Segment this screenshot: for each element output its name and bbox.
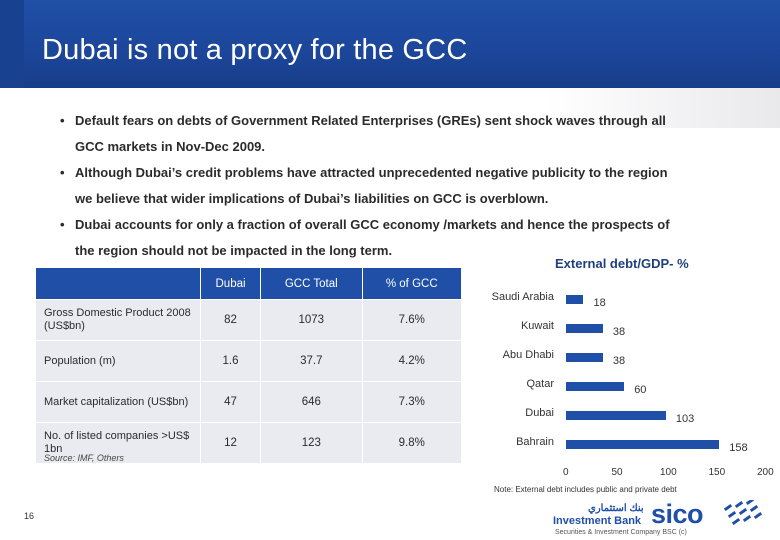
- chart-note: Note: External debt includes public and …: [494, 485, 677, 494]
- data-label: 158: [729, 442, 748, 454]
- bar: [566, 440, 720, 449]
- logo-footer-text: Securities & Investment Company BSC (c): [555, 529, 687, 536]
- header-cell-blank: [36, 268, 201, 299]
- chart-title: External debt/GDP- %: [555, 256, 689, 271]
- category-label: Kuwait: [520, 320, 554, 332]
- data-label: 60: [634, 384, 647, 396]
- bar: [566, 382, 625, 391]
- bullet-item: • Although Dubai’s credit problems have …: [60, 160, 730, 212]
- bullet-item: • Dubai accounts for only a fraction of …: [60, 212, 730, 264]
- bar: [566, 411, 666, 420]
- category-label: Bahrain: [516, 436, 554, 448]
- cell-dubai: 82: [201, 299, 262, 340]
- category-label: Qatar: [526, 378, 554, 390]
- bullet-text: Although Dubai’s credit problems have at…: [75, 165, 668, 180]
- cell-pct: 9.8%: [362, 422, 462, 463]
- cell-gcc: 1073: [261, 299, 363, 340]
- category-label: Abu Dhabi: [502, 349, 554, 361]
- bullet-list: • Default fears on debts of Government R…: [60, 108, 730, 264]
- table-row: Population (m) 1.6 37.7 4.2%: [36, 340, 462, 381]
- cell-dubai: 1.6: [201, 340, 262, 381]
- bullet-icon: •: [60, 113, 65, 128]
- header-shadow: [0, 88, 780, 128]
- x-tick-label: 200: [757, 467, 774, 478]
- bullet-text: Default fears on debts of Government Rel…: [75, 113, 666, 128]
- logo-subtitle: Investment Bank: [553, 515, 642, 527]
- category-label: Dubai: [525, 407, 554, 419]
- x-tick-label: 100: [660, 467, 677, 478]
- row-label: No. of listed companies >US$ 1bn: [36, 422, 201, 463]
- cell-dubai: 47: [201, 381, 262, 422]
- bullet-item: • Default fears on debts of Government R…: [60, 108, 730, 160]
- logo-name: sico: [651, 499, 704, 529]
- bullet-icon: •: [60, 165, 65, 180]
- data-label: 18: [593, 297, 606, 309]
- bar: [566, 324, 603, 333]
- cell-dubai: 12: [201, 422, 262, 463]
- page-title: Dubai is not a proxy for the GCC: [42, 34, 468, 66]
- cell-gcc: 37.7: [261, 340, 363, 381]
- title-banner: Dubai is not a proxy for the GCC: [0, 0, 780, 88]
- x-tick-label: 50: [611, 467, 623, 478]
- bullet-text: GCC markets in Nov-Dec 2009.: [75, 139, 266, 154]
- data-label: 38: [612, 355, 626, 367]
- cell-gcc: 123: [261, 422, 363, 463]
- logo-mark-icon: [723, 500, 763, 526]
- cell-pct: 7.3%: [362, 381, 462, 422]
- bullet-icon: •: [60, 217, 65, 232]
- bar: [566, 295, 584, 304]
- table-row: Gross Domestic Product 2008 (US$bn) 82 1…: [36, 299, 462, 340]
- source-note: Source: IMF, Others: [44, 453, 124, 463]
- data-label: 103: [675, 413, 695, 425]
- logo-arabic-text: بنك استثماري: [588, 503, 644, 514]
- bullet-text: we believe that wider implications of Du…: [75, 191, 549, 206]
- data-label: 38: [612, 326, 626, 338]
- cell-pct: 7.6%: [362, 299, 462, 340]
- category-label: Saudi Arabia: [491, 291, 554, 303]
- comparison-table: Dubai GCC Total % of GCC Gross Domestic …: [36, 268, 462, 463]
- row-label: Population (m): [36, 340, 201, 381]
- table-header-row: Dubai GCC Total % of GCC: [36, 268, 462, 299]
- bullet-text: the region should not be impacted in the…: [75, 243, 393, 258]
- page-number: 16: [24, 511, 35, 521]
- cell-pct: 4.2%: [362, 340, 462, 381]
- header-cell-pct-gcc: % of GCC: [362, 268, 462, 299]
- x-tick-label: 150: [708, 467, 726, 478]
- row-label: Gross Domestic Product 2008 (US$bn): [36, 299, 201, 340]
- header-cell-dubai: Dubai: [201, 268, 262, 299]
- banner-accent: [0, 0, 24, 88]
- table-row: No. of listed companies >US$ 1bn 12 123 …: [36, 422, 462, 463]
- header-cell-gcc-total: GCC Total: [261, 268, 363, 299]
- table-row: Market capitalization (US$bn) 47 646 7.3…: [36, 381, 462, 422]
- bullet-text: Dubai accounts for only a fraction of ov…: [75, 217, 670, 232]
- bar: [566, 353, 603, 362]
- row-label: Market capitalization (US$bn): [36, 381, 201, 422]
- x-tick-label: 0: [563, 467, 569, 478]
- cell-gcc: 646: [261, 381, 363, 422]
